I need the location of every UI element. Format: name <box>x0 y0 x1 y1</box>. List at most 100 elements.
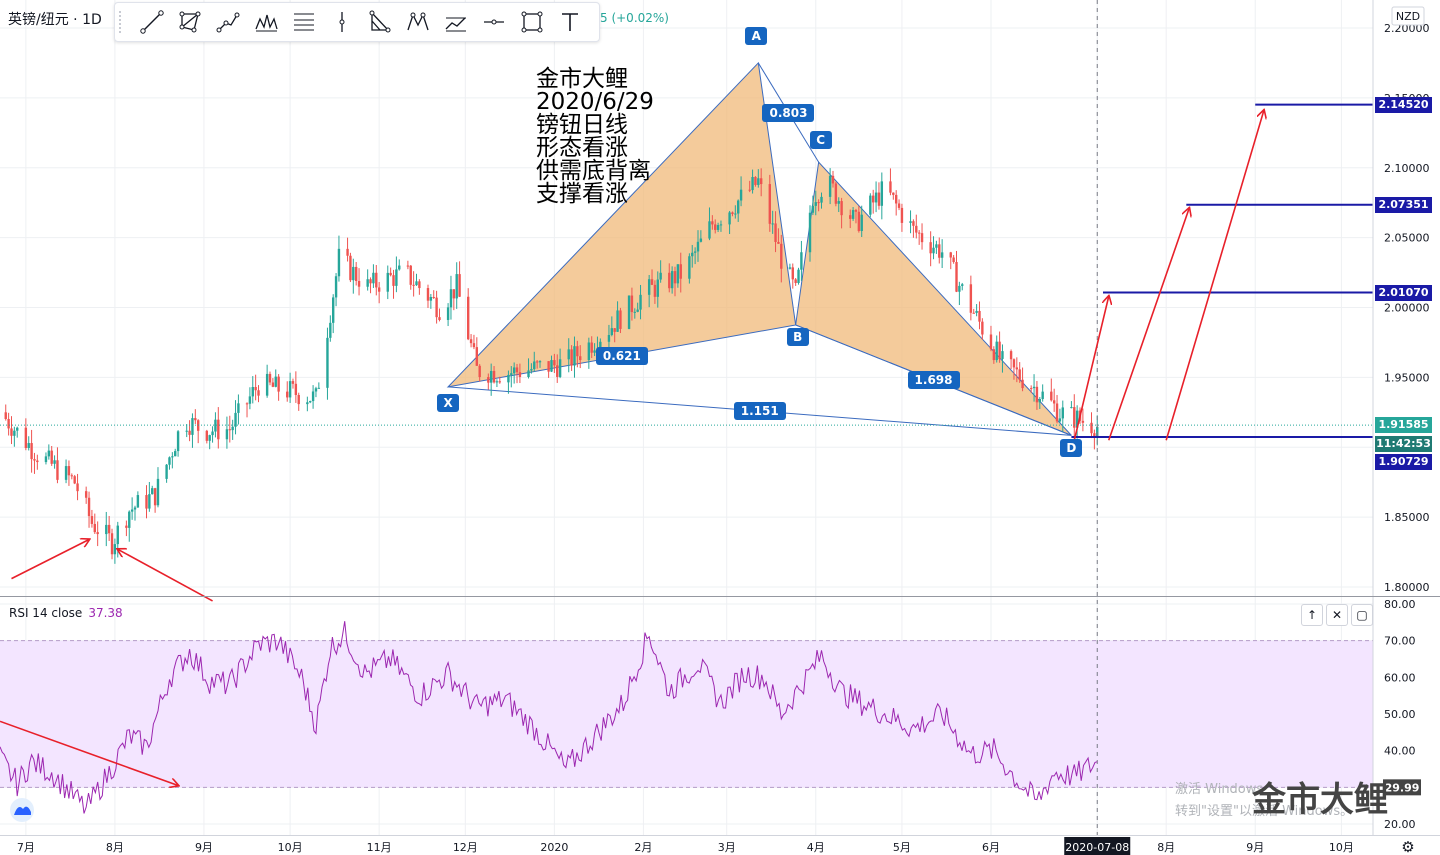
candle-body <box>567 349 570 360</box>
candle-body <box>714 224 717 230</box>
pattern-point-b[interactable]: B <box>786 327 809 346</box>
candle-body <box>590 342 593 353</box>
toolbar-drag-handle[interactable] <box>119 11 129 33</box>
candle-body <box>372 272 375 284</box>
candle-body <box>851 210 855 219</box>
move-up-icon[interactable]: ↑ <box>1301 604 1323 626</box>
shape-icon[interactable] <box>171 3 209 41</box>
candle-body <box>50 450 53 464</box>
note-line: 供需底背离 <box>536 158 651 184</box>
candle-body <box>527 370 530 378</box>
candle-body <box>900 207 904 223</box>
candle-body <box>257 390 260 396</box>
candle-body <box>366 279 369 287</box>
candle-body <box>489 370 493 383</box>
candle-body <box>93 523 96 533</box>
maximize-icon[interactable]: ▢ <box>1351 604 1373 626</box>
candle-body <box>288 381 292 398</box>
pattern-point-a[interactable]: A <box>745 26 768 45</box>
rectangle-icon[interactable] <box>513 3 551 41</box>
candle-body <box>820 196 823 203</box>
forecast-icon[interactable] <box>437 3 475 41</box>
text-icon[interactable] <box>551 3 589 41</box>
candle-body <box>309 401 312 403</box>
horizontal-line-icon[interactable] <box>475 3 513 41</box>
candle-body <box>409 265 412 285</box>
candle-body <box>633 311 636 313</box>
candle-body <box>659 272 662 280</box>
candle-body <box>1009 351 1013 360</box>
candle-body <box>16 427 19 431</box>
candle-body <box>145 495 148 509</box>
candle-body <box>535 361 539 363</box>
candle-body <box>53 460 56 464</box>
candle-body <box>495 381 499 383</box>
candle-body <box>153 488 157 506</box>
pattern-point-d[interactable]: D <box>1060 439 1083 458</box>
candle-body <box>125 525 128 528</box>
candle-body <box>478 365 481 378</box>
candle-body <box>880 181 884 206</box>
candle-body <box>245 403 249 405</box>
candle-body <box>748 189 751 191</box>
pattern-point-x[interactable]: X <box>437 393 460 412</box>
candle-body <box>955 262 958 292</box>
candle-body <box>627 295 631 329</box>
candle-body <box>96 532 99 535</box>
candle-body <box>329 322 332 338</box>
candle-body <box>151 488 154 495</box>
pattern-point-c[interactable]: C <box>809 131 832 150</box>
candle-body <box>831 175 835 184</box>
candle-body <box>696 241 700 252</box>
candle-body <box>294 383 298 395</box>
candle-body <box>1015 367 1019 370</box>
trend-line-icon[interactable] <box>133 3 171 41</box>
candle-body <box>352 266 355 281</box>
candle-body <box>673 271 677 284</box>
brand-watermark: 金市大鲤 <box>1252 780 1388 820</box>
candle-body <box>771 223 774 225</box>
candle-body <box>492 370 496 383</box>
fib-retracement-icon[interactable] <box>285 3 323 41</box>
settings-gear-icon: ⚙ <box>1401 838 1414 855</box>
candle-body <box>693 251 697 253</box>
candle-body <box>920 233 924 243</box>
candle-body <box>334 276 338 298</box>
candle-body <box>248 396 252 404</box>
close-icon[interactable]: ✕ <box>1326 604 1348 626</box>
candle-body <box>547 361 550 372</box>
candle-body <box>277 376 280 392</box>
candle-body <box>613 328 616 332</box>
candle-body <box>512 367 516 374</box>
candle-body <box>337 248 341 277</box>
pattern-icon[interactable] <box>247 3 285 41</box>
candle-body <box>472 343 476 348</box>
candle-body <box>877 192 881 206</box>
path-icon[interactable] <box>209 3 247 41</box>
candle-body <box>156 478 160 506</box>
rsi-tick-label: 20.00 <box>1384 818 1416 831</box>
pattern-ratio-label[interactable]: 1.151 <box>733 402 786 421</box>
candle-body <box>759 178 763 185</box>
pattern-ratio-label[interactable]: 0.803 <box>762 103 815 122</box>
candle-body <box>1041 391 1044 400</box>
candle-body <box>426 288 430 301</box>
candle-body <box>47 450 51 457</box>
pattern-ratio-label[interactable]: 1.698 <box>907 371 960 390</box>
xabcd-icon[interactable] <box>361 3 399 41</box>
rsi-series-line <box>0 621 1098 814</box>
symbol-title[interactable]: 英镑/纽元 · 1D <box>8 12 102 28</box>
candle-body <box>791 267 794 280</box>
candle-body <box>271 382 275 387</box>
vertical-line-icon[interactable] <box>323 3 361 41</box>
pattern-ratio-label[interactable]: 0.621 <box>595 346 648 365</box>
candle-body <box>415 281 418 286</box>
candle-body <box>314 388 318 392</box>
candle-body <box>676 264 680 284</box>
head-shoulders-icon[interactable] <box>399 3 437 41</box>
candle-body <box>728 212 731 225</box>
activation-watermark: 激活 Windows <box>1175 782 1264 797</box>
candle-body <box>354 266 358 281</box>
candle-body <box>452 289 456 299</box>
